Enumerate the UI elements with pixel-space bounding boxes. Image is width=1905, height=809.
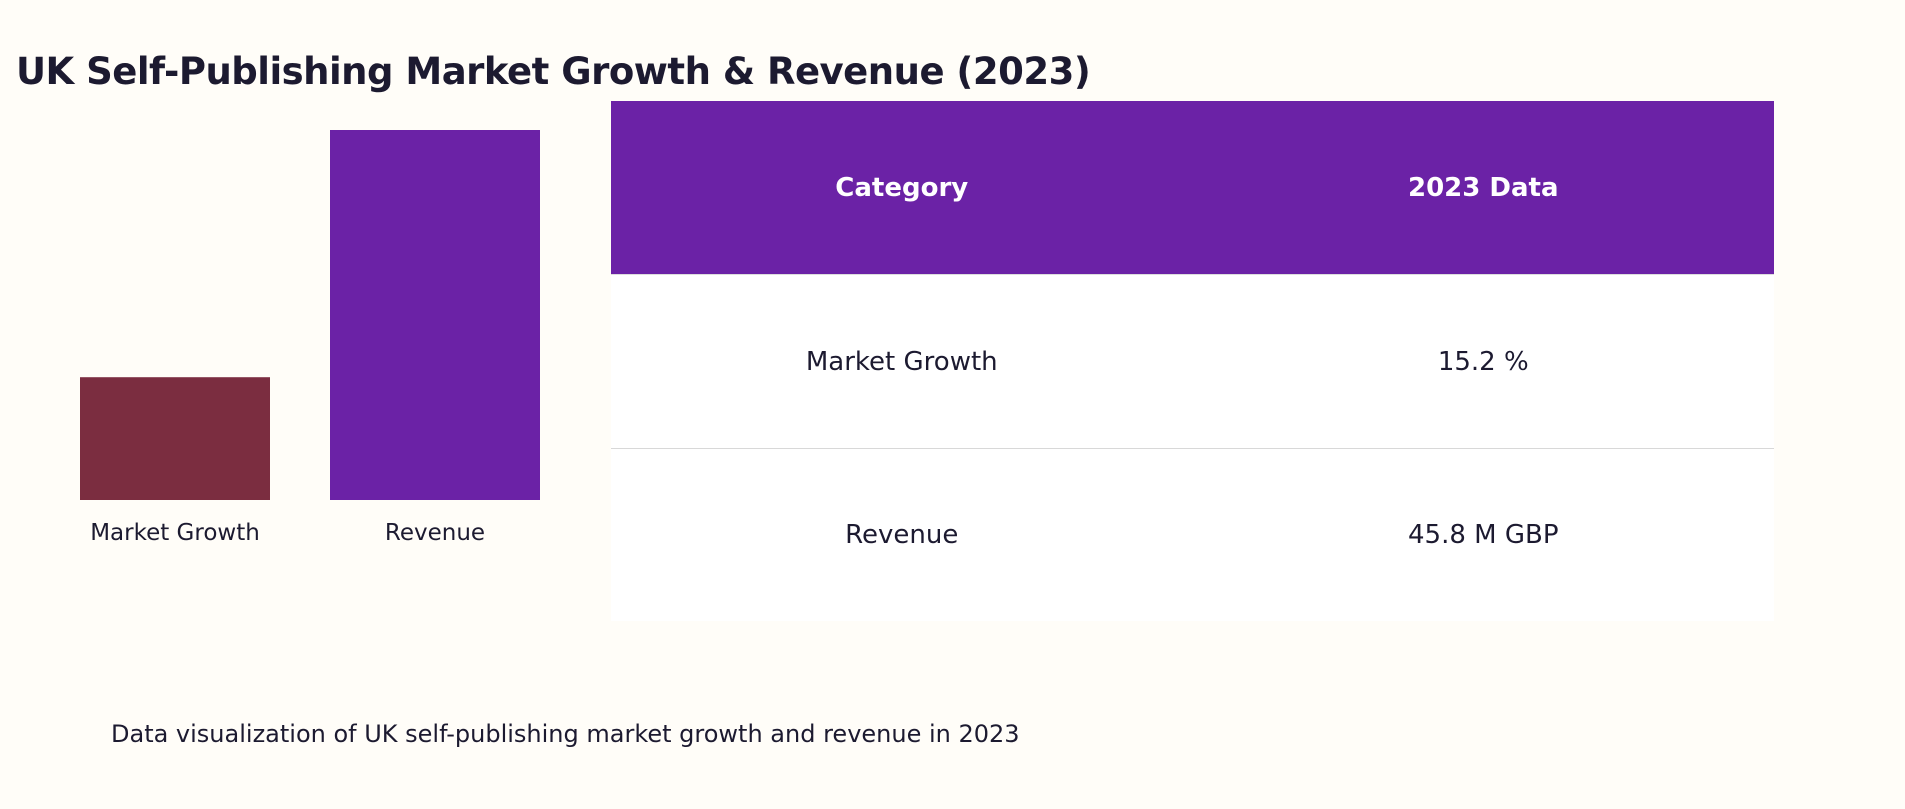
- bar-market-growth: [80, 377, 270, 500]
- table-header-data: 2023 Data: [1407, 172, 1559, 203]
- chart-title: UK Self-Publishing Market Growth & Reven…: [16, 50, 1091, 93]
- x-tick-label: Revenue: [385, 520, 485, 546]
- table-row: Market Growth 15.2 %: [611, 275, 1774, 449]
- table-cell: Revenue: [845, 519, 959, 550]
- bar-chart: Market Growth Revenue: [80, 130, 540, 546]
- caption: Data visualization of UK self-publishing…: [111, 720, 1020, 748]
- table-cell: 45.8 M GBP: [1407, 519, 1559, 550]
- table-cell: 15.2 %: [1437, 346, 1529, 377]
- bar-revenue: [330, 130, 540, 500]
- table-cell: Market Growth: [805, 346, 998, 377]
- x-tick-label: Market Growth: [90, 520, 260, 546]
- table-row: Revenue 45.8 M GBP: [611, 448, 1774, 621]
- data-table: Category 2023 Data Market Growth 15.2 % …: [611, 101, 1774, 621]
- table-header-row: Category 2023 Data: [611, 101, 1774, 275]
- table-header-category: Category: [835, 172, 969, 203]
